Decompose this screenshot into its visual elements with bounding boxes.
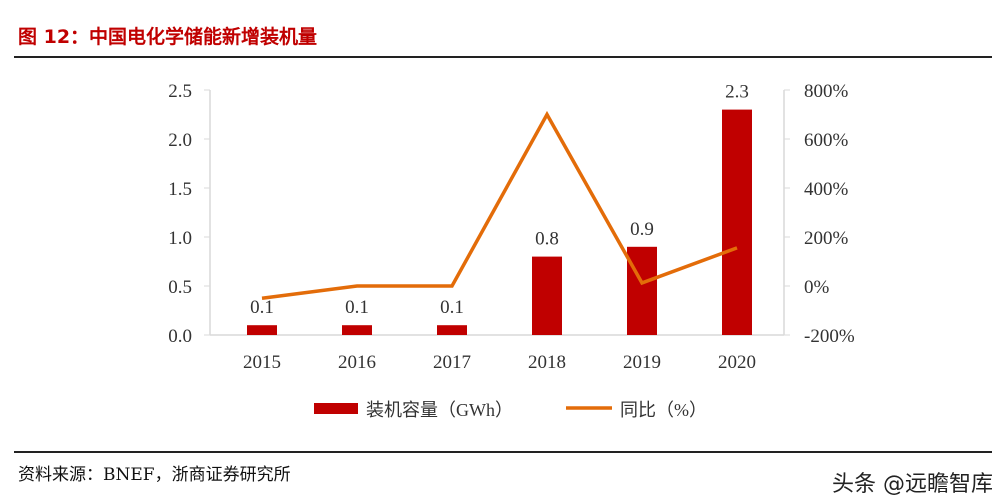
left-tick-label: 0.5 — [168, 277, 192, 298]
bar-data-label: 0.8 — [535, 229, 559, 250]
source-note: 资料来源：BNEF，浙商证券研究所 — [18, 465, 291, 485]
left-tick-label: 0.0 — [168, 326, 192, 347]
right-tick-label: 200% — [804, 228, 849, 249]
legend-bar-swatch — [314, 403, 358, 414]
bar-data-label: 0.1 — [250, 297, 274, 318]
bar-data-label: 0.1 — [440, 297, 464, 318]
bar-2019 — [627, 246, 657, 335]
x-tick-label: 2015 — [243, 352, 281, 373]
right-tick-label: -200% — [804, 326, 855, 347]
bar-data-label: 2.3 — [725, 82, 749, 103]
right-tick-label: 600% — [804, 130, 849, 151]
yoy-line — [261, 110, 738, 300]
legend-line-label: 同比（%） — [620, 400, 707, 420]
right-tick-label: 400% — [804, 179, 849, 200]
x-tick-label: 2020 — [718, 352, 756, 373]
left-tick-label: 2.0 — [168, 130, 192, 151]
watermark: 头条 @远瞻智库 — [832, 472, 993, 497]
bar-data-label: 0.1 — [345, 297, 369, 318]
left-tick-label: 1.5 — [168, 179, 192, 200]
x-tick-label: 2017 — [433, 352, 471, 373]
bar-data-label: 0.9 — [630, 219, 654, 240]
left-tick-label: 1.0 — [168, 228, 192, 249]
bar-2016 — [342, 325, 372, 335]
footer-rule — [14, 451, 992, 453]
x-tick-label: 2018 — [528, 352, 566, 373]
bar-2017 — [437, 325, 467, 335]
x-tick-label: 2016 — [338, 352, 376, 373]
right-tick-label: 0% — [804, 277, 830, 298]
x-tick-label: 2019 — [623, 352, 661, 373]
bar-2015 — [247, 325, 277, 335]
title-rule — [14, 56, 992, 58]
right-tick-label: 800% — [804, 81, 849, 102]
figure-title: 图 12：中国电化学储能新增装机量 — [18, 26, 318, 48]
bar-2018 — [532, 256, 562, 335]
left-tick-label: 2.5 — [168, 81, 192, 102]
bar-2020 — [722, 109, 752, 335]
legend-bar-label: 装机容量（GWh） — [366, 400, 513, 420]
